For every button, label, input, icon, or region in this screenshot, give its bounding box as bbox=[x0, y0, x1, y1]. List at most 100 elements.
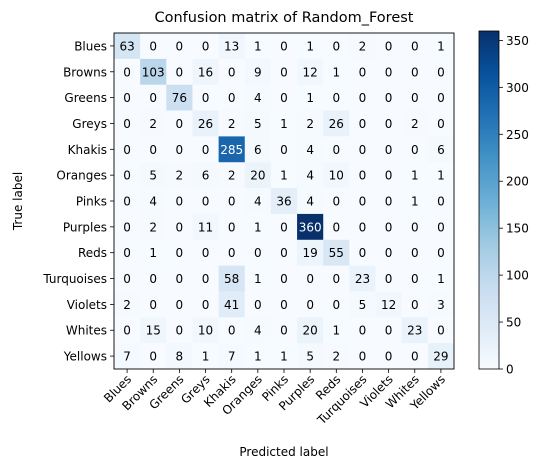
cell-value: 0 bbox=[202, 272, 210, 286]
matrix-cell bbox=[244, 213, 272, 241]
cell-value: 0 bbox=[202, 298, 210, 312]
matrix-cell bbox=[244, 162, 272, 189]
y-tick-label: Turquoises bbox=[42, 272, 107, 286]
cell-value: 0 bbox=[306, 298, 314, 312]
matrix-cell bbox=[270, 317, 298, 344]
cell-value: 2 bbox=[176, 169, 184, 183]
y-tick-label: Khakis bbox=[68, 143, 107, 157]
matrix-cell bbox=[218, 110, 246, 137]
matrix-cell bbox=[297, 317, 324, 344]
colorbar-tick-label: 300 bbox=[506, 81, 529, 95]
cell-value: 0 bbox=[359, 117, 367, 131]
matrix-cell bbox=[114, 188, 141, 215]
colorbar-tick-label: 50 bbox=[506, 316, 521, 330]
matrix-cell bbox=[140, 213, 167, 241]
cell-value: 0 bbox=[437, 324, 445, 338]
matrix-cell bbox=[166, 110, 193, 137]
matrix-cell bbox=[349, 239, 376, 267]
cell-value: 0 bbox=[385, 195, 393, 209]
matrix-cell bbox=[244, 317, 272, 344]
cell-value: 0 bbox=[254, 298, 262, 312]
matrix-cell bbox=[323, 188, 350, 215]
cell-value: 0 bbox=[280, 220, 288, 234]
matrix-cell bbox=[297, 33, 324, 60]
cell-value: 0 bbox=[176, 143, 184, 157]
matrix-cell bbox=[218, 162, 246, 189]
cell-value: 4 bbox=[254, 91, 262, 105]
cell-value: 0 bbox=[411, 246, 419, 260]
matrix-cell bbox=[323, 136, 350, 163]
matrix-cell bbox=[297, 291, 324, 318]
matrix-cell bbox=[427, 291, 455, 318]
colorbar-ticks: 0 50 100 150 200 250 300 350 bbox=[499, 34, 529, 377]
cell-value: 1 bbox=[306, 39, 314, 53]
cell-value: 0 bbox=[228, 91, 236, 105]
matrix-cell bbox=[218, 58, 246, 86]
cell-value: 0 bbox=[359, 220, 367, 234]
matrix-cell bbox=[427, 188, 455, 215]
matrix-cell bbox=[114, 33, 141, 60]
cell-value: 0 bbox=[123, 324, 131, 338]
cell-value: 10 bbox=[198, 324, 213, 338]
cell-value: 1 bbox=[437, 39, 445, 53]
cell-value: 55 bbox=[329, 246, 344, 260]
matrix-cell bbox=[114, 136, 141, 163]
matrix-cell bbox=[166, 58, 193, 86]
matrix-cell bbox=[166, 291, 193, 318]
matrix-cell bbox=[244, 239, 272, 267]
cell-value: 1 bbox=[411, 169, 419, 183]
cell-value: 0 bbox=[385, 350, 393, 364]
cell-value: 0 bbox=[332, 298, 340, 312]
matrix-cell bbox=[270, 136, 298, 163]
matrix-cell bbox=[270, 213, 298, 241]
matrix-cell bbox=[114, 213, 141, 241]
cell-value: 5 bbox=[149, 169, 157, 183]
cell-value: 13 bbox=[224, 39, 239, 53]
cell-value: 0 bbox=[176, 324, 184, 338]
cell-value: 0 bbox=[123, 117, 131, 131]
cell-value: 0 bbox=[123, 246, 131, 260]
y-tick-label: Yellows bbox=[63, 350, 107, 364]
matrix-cell bbox=[323, 162, 350, 189]
cell-value: 0 bbox=[176, 117, 184, 131]
cell-value: 5 bbox=[306, 350, 314, 364]
matrix-cell bbox=[140, 291, 167, 318]
matrix-cell bbox=[192, 33, 220, 60]
cell-value: 0 bbox=[411, 350, 419, 364]
cell-value: 5 bbox=[254, 117, 262, 131]
cell-value: 0 bbox=[176, 220, 184, 234]
cell-value: 2 bbox=[359, 39, 367, 53]
cell-value: 15 bbox=[146, 324, 161, 338]
matrix-cell bbox=[114, 58, 141, 86]
y-tick-label: Blues bbox=[74, 39, 107, 53]
matrix-cell bbox=[427, 213, 455, 241]
matrix-cell bbox=[166, 33, 193, 60]
matrix-cell bbox=[323, 58, 350, 86]
matrix-cell bbox=[270, 84, 298, 111]
matrix-cell bbox=[218, 343, 246, 370]
matrix-cell bbox=[401, 291, 429, 318]
cell-value: 1 bbox=[332, 324, 340, 338]
matrix-cell bbox=[401, 58, 429, 86]
cell-value: 4 bbox=[254, 195, 262, 209]
matrix-cell bbox=[218, 136, 246, 163]
matrix-cell bbox=[166, 239, 193, 267]
cell-value: 0 bbox=[280, 65, 288, 79]
matrix-cell bbox=[349, 213, 376, 241]
cell-value: 0 bbox=[385, 117, 393, 131]
matrix-cell bbox=[244, 136, 272, 163]
matrix-cell bbox=[375, 162, 403, 189]
matrix-cell bbox=[375, 58, 403, 86]
matrix-cell bbox=[323, 239, 350, 267]
matrix-cell bbox=[166, 213, 193, 241]
matrix-cell bbox=[140, 239, 167, 267]
matrix-values: 63 0 0 0 13 1 0 1 0 2 0 0 10 103 0 16 0 9 0 12 1 0 0 0 00 0 76 0 0 4 0… bbox=[119, 39, 448, 363]
cell-value: 0 bbox=[437, 65, 445, 79]
matrix-cell bbox=[166, 136, 193, 163]
cell-value: 10 bbox=[329, 169, 344, 183]
matrix-cell bbox=[218, 317, 246, 344]
cell-value: 63 bbox=[119, 39, 134, 53]
matrix-cell bbox=[427, 84, 455, 111]
cell-value: 0 bbox=[411, 298, 419, 312]
